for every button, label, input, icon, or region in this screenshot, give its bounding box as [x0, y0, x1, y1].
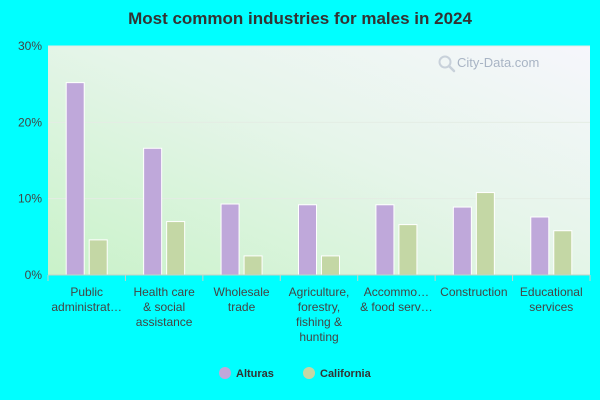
- x-tick-label: Educational services: [520, 285, 583, 314]
- y-tick-label: 10%: [18, 192, 42, 206]
- legend-label: Alturas: [236, 368, 274, 380]
- magnifier-icon: [438, 55, 456, 73]
- legend-swatch: [219, 367, 231, 379]
- bar-california-4: [398, 224, 418, 276]
- x-tick-label-line: administrat…: [51, 300, 122, 314]
- y-axis-ticks: 0% 10% 20% 30%: [18, 39, 42, 282]
- x-axis-ticks: Public administrat… Health care & social ass…: [51, 285, 582, 344]
- x-tick-label: Construction: [440, 285, 507, 299]
- legend-item-california: California: [303, 367, 372, 380]
- x-tick-label-line: Construction: [440, 285, 507, 299]
- x-tick-label-line: hunting: [299, 330, 338, 344]
- legend-swatch: [303, 367, 315, 379]
- x-tick-label-line: Agriculture,: [289, 285, 350, 299]
- bar-alturas-2: [220, 203, 240, 276]
- x-tick-label: Agriculture, forestry, fishing & hunting: [289, 285, 350, 344]
- bar-california-1: [166, 221, 186, 276]
- x-axis: [47, 274, 591, 281]
- x-tick-label-line: & social: [143, 300, 185, 314]
- bar-alturas-6: [530, 216, 550, 276]
- watermark-text: City-Data.com: [457, 55, 539, 70]
- bars: [65, 82, 573, 276]
- x-tick-label-line: Wholesale: [214, 285, 270, 299]
- x-tick-label-line: forestry,: [298, 300, 340, 314]
- bar-alturas-0: [65, 82, 85, 276]
- bar-california-3: [321, 255, 340, 276]
- legend: Alturas California: [219, 367, 372, 380]
- y-tick-label: 20%: [18, 115, 42, 129]
- x-tick-label-line: & food serv…: [360, 300, 433, 314]
- x-tick-label: Health care & social assistance: [133, 285, 195, 329]
- x-tick-label-line: Educational: [520, 285, 583, 299]
- x-tick-label: Public administrat…: [51, 285, 122, 314]
- x-tick-label: Wholesale trade: [214, 285, 270, 314]
- x-tick-label: Accommo… & food serv…: [360, 285, 433, 314]
- watermark: City-Data.com: [438, 55, 539, 73]
- legend-item-alturas: Alturas: [219, 367, 274, 380]
- bar-california-5: [475, 192, 495, 276]
- x-tick-label-line: Health care: [133, 285, 195, 299]
- bar-alturas-1: [143, 147, 163, 276]
- x-tick-label-line: trade: [228, 300, 256, 314]
- x-tick-label-line: services: [529, 300, 573, 314]
- bar-california-0: [88, 239, 108, 276]
- bar-california-6: [553, 230, 573, 276]
- x-tick-label-line: Accommo…: [364, 285, 429, 299]
- x-tick-label-line: assistance: [136, 315, 193, 329]
- gridlines: [48, 45, 590, 200]
- bar-california-2: [243, 255, 263, 276]
- bar-alturas-3: [298, 204, 317, 276]
- plot-area: [48, 46, 590, 275]
- y-tick-label: 30%: [18, 39, 42, 53]
- x-tick-label-line: fishing &: [296, 315, 342, 329]
- x-tick-label-line: Public: [70, 285, 103, 299]
- bar-alturas-5: [452, 206, 472, 276]
- bar-alturas-4: [375, 204, 395, 276]
- chart-title: Most common industries for males in 2024: [128, 9, 472, 28]
- y-tick-label: 0%: [25, 268, 43, 282]
- legend-label: California: [320, 368, 372, 380]
